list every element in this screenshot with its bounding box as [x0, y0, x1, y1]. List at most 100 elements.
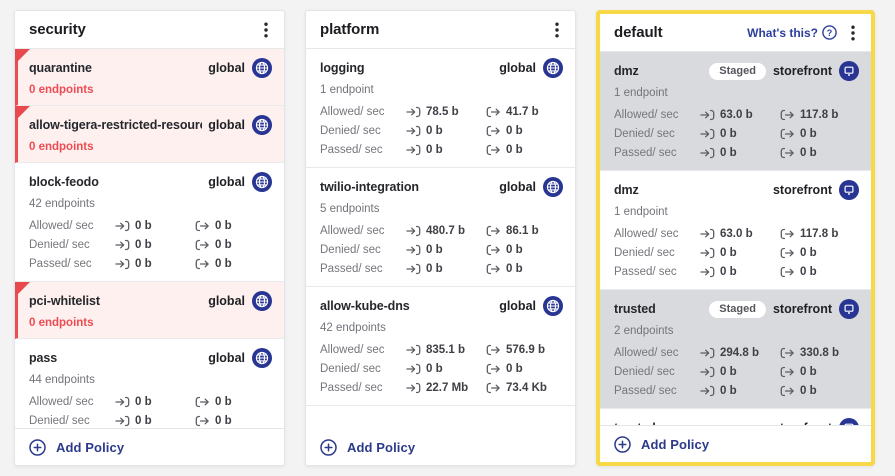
ingress-value: 63.0 b: [720, 108, 753, 121]
egress-arrow-icon: [780, 147, 794, 158]
egress-metric: 0 b: [195, 220, 272, 232]
metric-label: Denied/ sec: [320, 362, 381, 375]
column-header: security: [15, 11, 284, 49]
ingress-arrow-icon: [115, 396, 130, 407]
ingress-value: 0 b: [426, 243, 443, 256]
ingress-value: 0 b: [135, 395, 152, 408]
column-menu-button[interactable]: [260, 20, 272, 40]
policy-scope: storefront: [773, 418, 859, 425]
egress-arrow-icon: [780, 385, 794, 396]
policy-card[interactable]: trusted storefront: [600, 409, 871, 425]
add-policy-label: Add Policy: [56, 439, 125, 455]
policy-card[interactable]: quarantine global 0 endpoints: [15, 49, 284, 106]
egress-metric: 86.1 b: [486, 225, 563, 237]
policy-scope: global: [208, 291, 272, 311]
ingress-value: 78.5 b: [426, 105, 459, 118]
column-title: security: [29, 21, 86, 38]
whats-this-link[interactable]: What's this? ?: [747, 25, 837, 40]
ingress-metric: 0 b: [406, 263, 486, 275]
plus-circle-icon: [320, 438, 337, 456]
namespace-icon: [839, 61, 859, 81]
policy-tier-column-security: security quarantine global: [14, 10, 285, 466]
metric-row: Passed/ sec 0 b 0 b: [614, 143, 859, 162]
add-policy-label: Add Policy: [347, 439, 416, 455]
policy-card-header: logging global: [320, 58, 563, 78]
column-menu-button[interactable]: [847, 23, 859, 43]
metric-row: Denied/ sec 0 b 0 b: [29, 411, 272, 428]
policy-scope-label: global: [208, 294, 245, 308]
ingress-metric: 0 b: [700, 128, 780, 140]
egress-arrow-icon: [486, 344, 500, 355]
traffic-metrics: Allowed/ sec 835.1 b 576.9 b Denied/ sec: [320, 340, 563, 397]
column-header: platform: [306, 11, 575, 49]
egress-metric: 41.7 b: [486, 106, 563, 118]
ingress-arrow-icon: [700, 147, 715, 158]
egress-value: 0 b: [215, 414, 232, 427]
policy-scope-label: global: [208, 61, 245, 75]
policy-card[interactable]: block-feodo global 42 endpoints Allowed/…: [15, 163, 284, 282]
ingress-value: 0 b: [426, 362, 443, 375]
metric-row: Allowed/ sec 78.5 b 41.7 b: [320, 102, 563, 121]
namespace-icon: [839, 299, 859, 319]
endpoint-count: 0 endpoints: [29, 84, 94, 96]
ingress-value: 0 b: [135, 238, 152, 251]
policy-card[interactable]: dmz storefront 1 endpoint Allowed/ sec 6…: [600, 171, 871, 290]
namespace-icon: [839, 180, 859, 200]
help-circle-icon: ?: [822, 25, 837, 40]
egress-value: 0 b: [506, 143, 523, 156]
column-footer: Add Policy: [306, 429, 575, 465]
metric-row: Denied/ sec 0 b 0 b: [320, 359, 563, 378]
egress-arrow-icon: [780, 366, 794, 377]
traffic-metrics: Allowed/ sec 480.7 b 86.1 b Denied/ sec: [320, 221, 563, 278]
column-menu-button[interactable]: [551, 20, 563, 40]
add-policy-button[interactable]: Add Policy: [614, 435, 709, 453]
add-policy-button[interactable]: Add Policy: [29, 438, 125, 456]
egress-arrow-icon: [486, 144, 500, 155]
policy-card-header: pci-whitelist global: [29, 291, 272, 311]
policy-card[interactable]: pci-whitelist global 0 endpoints: [15, 282, 284, 339]
policy-scope: global: [208, 58, 272, 78]
metric-row: Allowed/ sec 63.0 b 117.8 b: [614, 224, 859, 243]
egress-value: 73.4 Kb: [506, 381, 547, 394]
egress-arrow-icon: [486, 125, 500, 136]
policy-scope-label: global: [208, 118, 245, 132]
ingress-metric: 0 b: [115, 258, 195, 270]
metric-label: Allowed/ sec: [29, 219, 94, 232]
endpoint-count: 1 endpoint: [614, 206, 668, 218]
egress-value: 0 b: [215, 257, 232, 270]
ingress-metric: 480.7 b: [406, 225, 486, 237]
ingress-metric: 0 b: [115, 396, 195, 408]
ingress-value: 294.8 b: [720, 346, 759, 359]
policy-name: quarantine: [29, 61, 92, 75]
egress-arrow-icon: [486, 106, 500, 117]
ingress-arrow-icon: [700, 128, 715, 139]
metric-row: Allowed/ sec 835.1 b 576.9 b: [320, 340, 563, 359]
globe-icon: [252, 348, 272, 368]
metric-label: Passed/ sec: [320, 143, 383, 156]
egress-value: 0 b: [800, 127, 817, 140]
ingress-metric: 0 b: [700, 247, 780, 259]
metric-row: Allowed/ sec 0 b 0 b: [29, 392, 272, 411]
egress-value: 0 b: [800, 265, 817, 278]
ingress-metric: 0 b: [700, 147, 780, 159]
policy-card[interactable]: dmz Staged storefront 1 endpoint Allowed…: [600, 52, 871, 171]
policy-card[interactable]: allow-kube-dns global 42 endpoints Allow…: [306, 287, 575, 406]
policy-scope: global: [499, 177, 563, 197]
policy-card[interactable]: pass global 44 endpoints Allowed/ sec 0 …: [15, 339, 284, 428]
globe-icon: [252, 348, 272, 368]
policy-card[interactable]: logging global 1 endpoint Allowed/ sec 7…: [306, 49, 575, 168]
egress-arrow-icon: [486, 225, 500, 236]
column-header-actions: What's this? ?: [747, 23, 859, 43]
metric-label: Denied/ sec: [29, 414, 90, 427]
ingress-arrow-icon: [406, 225, 421, 236]
endpoint-count: 42 endpoints: [320, 322, 386, 334]
policy-card[interactable]: allow-tigera-restricted-resources global…: [15, 106, 284, 163]
policy-card[interactable]: trusted Staged storefront 2 endpoints Al…: [600, 290, 871, 409]
egress-arrow-icon: [195, 396, 209, 407]
egress-metric: 0 b: [486, 363, 563, 375]
add-policy-button[interactable]: Add Policy: [320, 438, 416, 456]
policy-card-header: trusted Staged storefront: [614, 299, 859, 319]
policy-card[interactable]: twilio-integration global 5 endpoints Al…: [306, 168, 575, 287]
metric-row: Denied/ sec 0 b 0 b: [614, 243, 859, 262]
egress-value: 117.8 b: [800, 227, 839, 240]
